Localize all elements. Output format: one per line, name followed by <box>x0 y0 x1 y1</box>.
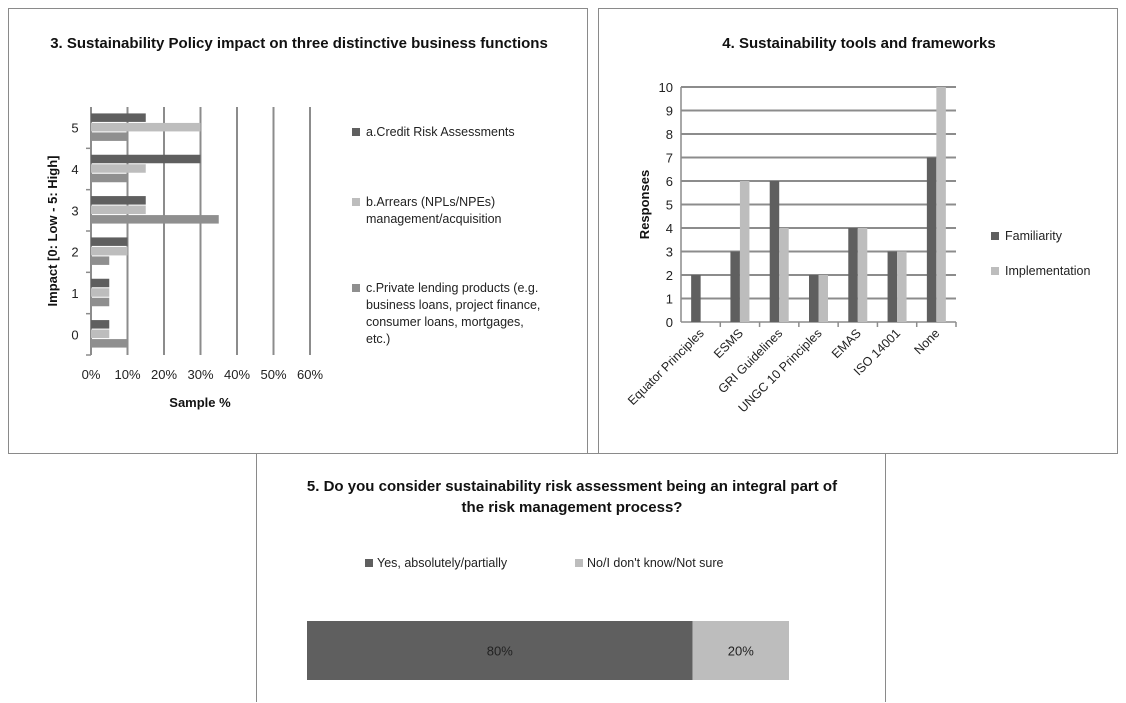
bar-implementation <box>779 228 789 322</box>
legend-item-arrears: b.Arrears (NPLs/NPEs) management/acquisi… <box>352 194 542 280</box>
bar-acredit <box>91 154 201 164</box>
x-tick-label: 50% <box>260 367 286 382</box>
chart-3-title: 3. Sustainability Policy impact on three… <box>50 35 548 52</box>
x-tick-label: 20% <box>151 367 177 382</box>
legend-label: Yes, absolutely/partially <box>377 556 508 570</box>
legend-label: Implementation <box>1005 264 1091 278</box>
y-tick-label: 2 <box>666 268 673 283</box>
bar-implementation <box>739 181 750 322</box>
x-axis-label: Sample % <box>169 395 231 410</box>
x-tick-label: EMAS <box>829 326 864 361</box>
legend-swatch <box>991 232 999 240</box>
y-tick-label: 8 <box>666 127 673 142</box>
chart-panel-5: 5. Do you consider sustainability risk a… <box>256 453 886 702</box>
bar-acredit <box>91 113 146 122</box>
data-label: 20% <box>728 644 754 659</box>
bar-cprivate <box>91 297 110 307</box>
legend-label: b.Arrears (NPLs/NPEs) management/acquisi… <box>366 195 502 226</box>
y-tick-label: 4 <box>71 162 78 177</box>
x-tick-label: 0% <box>82 367 101 382</box>
bar-familiarity <box>926 157 937 322</box>
legend-swatch <box>352 284 360 292</box>
bar-familiarity <box>848 228 858 322</box>
bar-barrears <box>91 205 146 215</box>
bar-barrears <box>91 329 110 339</box>
x-tick-label: 40% <box>224 367 250 382</box>
x-tick-label: ESMS <box>711 326 746 361</box>
chart-panel-4: 4. Sustainability tools and frameworks 0… <box>598 8 1118 454</box>
legend-label: Familiarity <box>1005 229 1062 243</box>
x-tick-label: 60% <box>297 367 323 382</box>
bar-implementation <box>818 275 828 322</box>
legend-swatch <box>352 198 360 206</box>
y-tick-label: 7 <box>666 151 673 166</box>
y-tick-label: 0 <box>666 315 673 330</box>
legend-item-yes: Yes, absolutely/partially <box>365 556 507 570</box>
legend-swatch <box>352 128 360 136</box>
bar-segment-no <box>692 621 789 680</box>
legend-item-familiarity: Familiarity <box>991 228 1116 263</box>
chart-5-title: 5. Do you consider sustainability risk a… <box>306 478 838 516</box>
y-tick-label: 10 <box>659 80 673 95</box>
chart-panel-3: 3. Sustainability Policy impact on three… <box>8 8 588 454</box>
bar-acredit <box>91 278 110 288</box>
y-tick-label: 5 <box>71 121 78 136</box>
y-tick-label: 9 <box>666 104 673 119</box>
y-tick-label: 3 <box>71 203 78 218</box>
bar-familiarity <box>887 251 898 322</box>
legend-swatch <box>365 559 373 567</box>
legend-label: c.Private lending products (e.g. busines… <box>366 281 541 346</box>
legend-swatch <box>575 559 583 567</box>
chart-4-legend: Familiarity Implementation <box>991 228 1116 280</box>
legend-swatch <box>991 267 999 275</box>
bar-familiarity <box>730 251 740 322</box>
y-axis-label: Responses <box>637 170 652 239</box>
legend-item-no: No/I don't know/Not sure <box>575 556 723 570</box>
x-tick-label: 30% <box>187 367 213 382</box>
x-tick-label: 10% <box>114 367 140 382</box>
bar-segment-yes <box>307 621 693 680</box>
y-tick-label: 3 <box>666 245 673 260</box>
bar-implementation <box>936 87 946 322</box>
bar-barrears <box>91 122 201 132</box>
y-tick-label: 1 <box>666 292 673 307</box>
bar-familiarity <box>809 275 819 322</box>
bar-familiarity <box>691 275 701 322</box>
y-tick-label: 6 <box>666 174 673 189</box>
legend-item-credit-risk: a.Credit Risk Assessments <box>352 124 542 194</box>
bar-implementation <box>857 228 868 322</box>
legend-item-private-lending: c.Private lending products (e.g. busines… <box>352 280 542 348</box>
y-axis-label: Impact [0: Low - 5: High] <box>45 156 60 307</box>
bar-barrears <box>91 246 128 256</box>
y-tick-label: 2 <box>71 245 78 260</box>
y-tick-label: 1 <box>71 286 78 301</box>
chart-5-svg: 80% 20% <box>307 621 789 680</box>
bar-implementation <box>897 251 907 322</box>
bar-cprivate <box>91 215 219 224</box>
bar-cprivate <box>91 132 128 141</box>
data-label: 80% <box>487 644 513 659</box>
bar-acredit <box>91 237 128 246</box>
legend-label: a.Credit Risk Assessments <box>366 125 515 139</box>
x-tick-label: None <box>911 326 942 357</box>
chart-3-legend: a.Credit Risk Assessments b.Arrears (NPL… <box>352 124 542 348</box>
bar-barrears <box>91 288 110 297</box>
bar-acredit <box>91 196 146 205</box>
bar-barrears <box>91 164 146 173</box>
bar-cprivate <box>91 173 128 183</box>
x-tick-label: Equator Principles <box>625 326 707 408</box>
y-tick-label: 0 <box>71 327 78 342</box>
chart-4-title: 4. Sustainability tools and frameworks <box>722 35 996 52</box>
bar-acredit <box>91 320 110 329</box>
bar-familiarity <box>769 181 780 322</box>
legend-label: No/I don't know/Not sure <box>587 556 724 570</box>
bar-cprivate <box>91 339 128 348</box>
y-tick-label: 4 <box>666 221 673 236</box>
chart-3-svg: 0% 10% 20% 30% 40% 50% 60% 0 1 2 3 4 5 Sample % Impact… <box>45 107 323 410</box>
y-tick-label: 5 <box>666 198 673 213</box>
legend-item-implementation: Implementation <box>991 263 1116 280</box>
bar-cprivate <box>91 256 110 265</box>
